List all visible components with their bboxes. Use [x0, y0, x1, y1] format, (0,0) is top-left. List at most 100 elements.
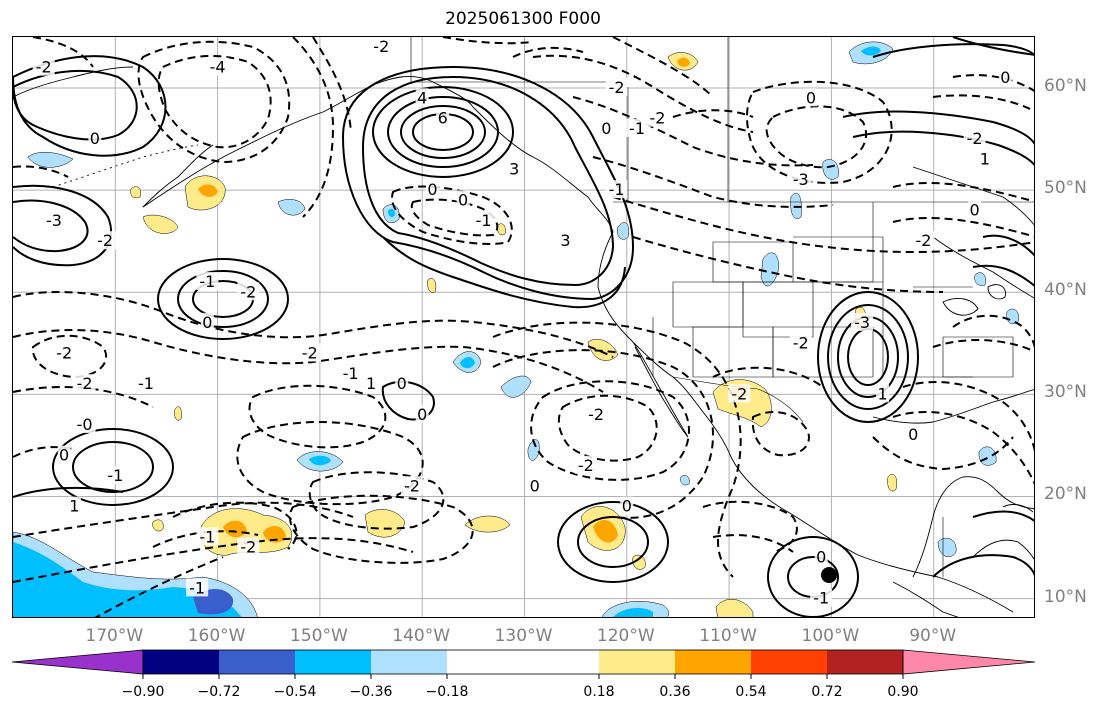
contour-label: -2 — [588, 405, 604, 424]
contour-label-bg — [339, 363, 362, 382]
colorbar-tick-label: −0.72 — [197, 684, 241, 700]
colorbar-tick-label: 0.72 — [811, 684, 843, 700]
map-title: 2025061300 F000 — [445, 9, 601, 29]
latitude-label: 20°N — [1044, 484, 1087, 505]
contour-label: 0 — [202, 313, 212, 332]
contour-label: -2 — [915, 231, 931, 250]
contour-label: -1 — [199, 527, 215, 546]
contour-label-bg — [906, 425, 920, 444]
colorbar-bin — [295, 650, 371, 674]
latitude-label: 10°N — [1044, 586, 1087, 607]
contour-label: 6 — [438, 109, 448, 128]
latitude-label: 60°N — [1044, 76, 1087, 97]
longitude-label: 120°W — [596, 626, 655, 646]
colorbar-tick-label: 0.18 — [583, 684, 615, 700]
contour-label-bg — [73, 415, 96, 433]
contour-label-bg — [851, 312, 874, 331]
longitude-label: 150°W — [290, 626, 348, 646]
contour-label-bg — [237, 282, 260, 301]
contour-label-bg — [53, 343, 76, 362]
contour-label: -2 — [240, 538, 256, 557]
longitude-label: 140°W — [392, 626, 451, 646]
contour-label: -2 — [302, 344, 318, 363]
colorbar-frame — [142, 649, 904, 675]
contour-label-bg — [507, 159, 521, 178]
contour-label: -2 — [967, 129, 983, 148]
latitude-label: 50°N — [1044, 178, 1087, 199]
longitude-label: 100°W — [801, 626, 860, 646]
colorbar-bin — [143, 650, 219, 674]
contour-label-bg — [415, 404, 429, 423]
colorbar-tick-label: −0.36 — [349, 684, 393, 700]
contour-label-bg — [370, 37, 393, 56]
latitude-label: 40°N — [1044, 280, 1087, 301]
colorbar-tick-label: 0.54 — [735, 684, 767, 700]
contour-label: -2 — [609, 78, 625, 97]
contour-label-bg — [978, 149, 992, 168]
contour-label-bg — [558, 231, 572, 250]
contour-label-bg — [57, 445, 71, 464]
contour-label-bg — [810, 588, 833, 607]
contour-label: 0 — [1000, 68, 1010, 87]
contour-label-bg — [804, 88, 818, 107]
contour-label: 1 — [980, 150, 990, 169]
contour-label: -1 — [343, 364, 359, 383]
colorbar-tick-label: 0.36 — [659, 684, 691, 700]
contour-label-bg — [298, 343, 321, 362]
colorbar-bin — [219, 650, 295, 674]
map-canvas[interactable]: -2-446 -2-10-20-300-13-1301-20-2-2-10-2-2… — [13, 37, 1035, 618]
contour-label-bg — [620, 496, 634, 515]
contour-label-bg — [963, 129, 986, 148]
contour-label: -2 — [240, 282, 256, 301]
contour-label-bg — [968, 200, 982, 219]
colorbar-bin — [599, 650, 675, 674]
contour-label: 0 — [622, 497, 632, 516]
contour-label-bg — [67, 496, 81, 515]
contour-label-bg — [395, 374, 409, 393]
contour-label-bg — [196, 527, 219, 546]
contour-label: -1 — [107, 466, 123, 485]
contour-label-bg — [574, 455, 597, 474]
contour-label-bg — [104, 466, 127, 485]
contour-label: 0 — [458, 190, 468, 209]
map-panel[interactable]: -2 -4 4 6 -2 -1 0 -2 0 -3 0 0 -1 3 -1 3 0 1 -2 0 -2 -2 -1 0 -2 -2… — [12, 36, 1035, 618]
contour-label-layer: -2-446 -2-10-20-300-13-1301-20-2-2-10-2-2… — [32, 37, 1012, 608]
contour-label: 0 — [816, 548, 826, 567]
contour-label: 0 — [427, 180, 437, 199]
contour-label-bg — [646, 108, 669, 127]
colorbar — [11, 649, 1036, 679]
contour-label: -3 — [854, 313, 870, 332]
colorbar-tick-label: −0.90 — [121, 684, 165, 700]
contour-label-bg — [585, 404, 608, 423]
contour-label: -2 — [36, 58, 52, 77]
contour-label-bg — [998, 67, 1012, 86]
contour-label-bg — [42, 210, 65, 229]
contour-label-bg — [364, 374, 378, 393]
contour-label: -2 — [578, 456, 594, 475]
contour-label: -4 — [210, 58, 226, 77]
colorbar-tick-label: 0.90 — [887, 684, 919, 700]
contour-label: -1 — [476, 211, 492, 230]
colorbar-tick-label: −0.54 — [273, 684, 317, 700]
contour-label: 0 — [397, 374, 407, 393]
colorbar-bin — [827, 650, 903, 674]
contour-label-bg — [73, 374, 96, 393]
coastlines — [13, 66, 1034, 617]
contour-label-bg — [789, 169, 812, 188]
contour-label: -0 — [77, 415, 93, 434]
contour-label: -2 — [404, 476, 420, 495]
contour-label: -3 — [793, 170, 809, 189]
contour-label: 0 — [806, 88, 816, 107]
contour-label: 1 — [69, 497, 79, 516]
contour-label: -1 — [609, 180, 625, 199]
contour-label: 0 — [59, 446, 69, 465]
longitude-label: 170°W — [85, 626, 144, 646]
contour-label-bg — [789, 333, 812, 352]
contour-label: -2 — [373, 37, 389, 56]
contour-label: 0 — [601, 119, 611, 138]
contour-label-bg — [814, 547, 828, 566]
contour-label-bg — [472, 210, 495, 229]
contour-label: 3 — [560, 231, 570, 250]
contour-label: -2 — [77, 374, 93, 393]
contour-label: 0 — [90, 129, 100, 148]
